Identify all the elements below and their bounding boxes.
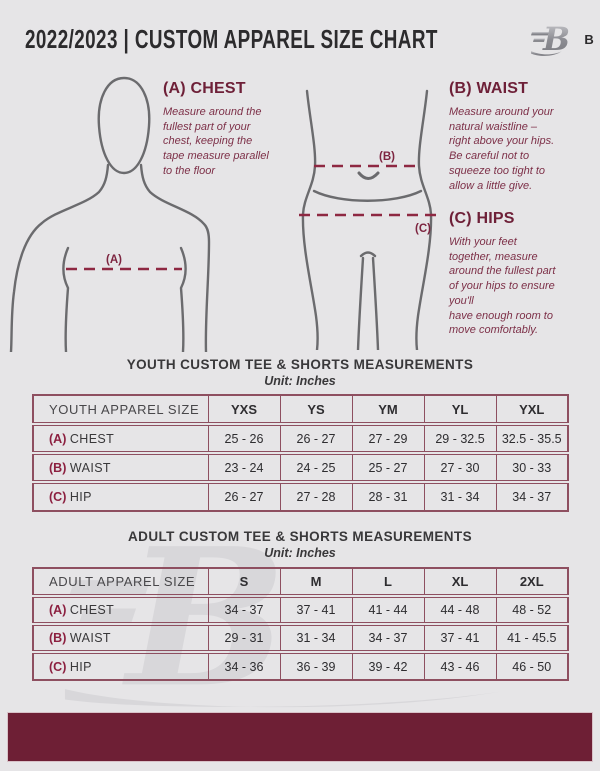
size-cell: 41 - 45.5 — [495, 622, 568, 652]
row-label: (C) HIP — [32, 650, 208, 680]
row-label-prefix: (B) — [49, 631, 67, 645]
column-header: ADULT APPAREL SIZE — [32, 568, 208, 598]
youth-size-table: YOUTH APPAREL SIZE YXS YS YM YL YXL (A) … — [32, 394, 569, 512]
column-header: YM — [351, 395, 424, 426]
brand: B BREAKAWAY — [528, 20, 600, 58]
row-label: (B) WAIST — [32, 451, 208, 482]
hips-guide-description: With your feet together, measure around … — [449, 236, 556, 337]
chest-guide: (A) CHEST Measure around the fullest par… — [163, 80, 293, 179]
size-cell: 28 - 31 — [351, 480, 424, 511]
column-header: YOUTH APPAREL SIZE — [32, 395, 208, 426]
row-label-prefix: (C) — [49, 490, 67, 504]
table-row: (A) CHEST 34 - 37 37 - 41 41 - 44 44 - 4… — [32, 594, 568, 624]
header: 2022/2023 | CUSTOM APPAREL SIZE CHART B … — [25, 16, 600, 62]
column-header: YXS — [207, 395, 280, 426]
adult-section-unit: Unit: Inches — [264, 546, 336, 560]
row-label-name: WAIST — [69, 460, 111, 475]
hips-guide: (C) HIPS With your feet together, measur… — [449, 210, 597, 338]
size-cell: 41 - 44 — [351, 594, 424, 624]
upper-body-figure: (A) — [9, 76, 211, 352]
table-header-row: ADULT APPAREL SIZE S M L XL 2XL — [32, 568, 568, 598]
size-cell: 26 - 27 — [279, 422, 352, 453]
size-cell: 27 - 29 — [351, 422, 424, 453]
hips-guide-heading: (C) HIPS — [449, 210, 515, 227]
size-cell: 39 - 42 — [351, 650, 424, 680]
chest-guide-description: Measure around the fullest part of your … — [163, 106, 269, 177]
row-label-prefix: (B) — [49, 460, 67, 475]
size-cell: 31 - 34 — [279, 622, 352, 652]
size-cell: 46 - 50 — [495, 650, 568, 680]
youth-section-title: YOUTH CUSTOM TEE & SHORTS MEASUREMENTS — [126, 357, 474, 372]
size-cell: 43 - 46 — [423, 650, 496, 680]
lower-body-figure: (B) (C) — [299, 89, 438, 350]
size-cell: 34 - 36 — [207, 650, 280, 680]
hips-marker-label: (C) — [415, 223, 431, 235]
size-cell: 37 - 41 — [423, 622, 496, 652]
size-cell: 25 - 26 — [207, 422, 280, 453]
brand-name: BREAKAWAY — [584, 31, 600, 47]
size-cell: 36 - 39 — [279, 650, 352, 680]
column-header: S — [207, 568, 280, 598]
size-cell: 48 - 52 — [495, 594, 568, 624]
table-row: (B) WAIST 23 - 24 24 - 25 25 - 27 27 - 3… — [32, 451, 568, 482]
row-label-name: CHEST — [69, 603, 115, 617]
column-header: L — [351, 568, 424, 598]
size-cell: 30 - 33 — [495, 451, 568, 482]
column-header: M — [279, 568, 352, 598]
size-cell: 26 - 27 — [207, 480, 280, 511]
table-row: (A) CHEST 25 - 26 26 - 27 27 - 29 29 - 3… — [32, 422, 568, 453]
column-header: YS — [279, 395, 352, 426]
chest-guide-heading: (A) CHEST — [163, 80, 246, 97]
chest-marker-label: (A) — [106, 254, 122, 266]
column-header: 2XL — [495, 568, 568, 598]
footer-accent-bar — [7, 712, 593, 762]
adult-section-title: ADULT CUSTOM TEE & SHORTS MEASUREMENTS — [128, 529, 472, 544]
adult-size-table: ADULT APPAREL SIZE S M L XL 2XL (A) CHES… — [32, 567, 569, 681]
row-label: (A) CHEST — [32, 422, 208, 453]
breakaway-b-logo-icon: B — [531, 20, 570, 58]
row-label: (B) WAIST — [32, 622, 208, 652]
size-cell: 27 - 30 — [423, 451, 496, 482]
row-label: (C) HIP — [32, 480, 208, 511]
size-cell: 34 - 37 — [207, 594, 280, 624]
size-cell: 29 - 31 — [207, 622, 280, 652]
row-label: (A) CHEST — [32, 594, 208, 624]
size-cell: 31 - 34 — [423, 480, 496, 511]
size-cell: 34 - 37 — [351, 622, 424, 652]
waist-guide-description: Measure around your natural waistline – … — [449, 106, 555, 192]
waist-guide: (B) WAIST Measure around your natural wa… — [449, 80, 594, 193]
size-cell: 24 - 25 — [279, 451, 352, 482]
size-cell: 32.5 - 35.5 — [495, 422, 568, 453]
size-cell: 27 - 28 — [279, 480, 352, 511]
column-header: XL — [423, 568, 496, 598]
row-label-name: HIP — [69, 659, 92, 674]
page-title: 2022/2023 | CUSTOM APPAREL SIZE CHART — [25, 23, 438, 53]
column-header: YXL — [495, 395, 568, 426]
table-row: (B) WAIST 29 - 31 31 - 34 34 - 37 37 - 4… — [32, 622, 568, 652]
size-cell: 29 - 32.5 — [423, 422, 496, 453]
youth-section-unit: Unit: Inches — [264, 374, 336, 388]
row-label-name: HIP — [69, 490, 92, 504]
row-label-prefix: (A) — [49, 603, 67, 617]
table-header-row: YOUTH APPAREL SIZE YXS YS YM YL YXL — [32, 395, 568, 426]
size-cell: 37 - 41 — [279, 594, 352, 624]
size-cell: 23 - 24 — [207, 451, 280, 482]
table-row: (C) HIP 26 - 27 27 - 28 28 - 31 31 - 34 … — [32, 480, 568, 511]
waist-marker-label: (B) — [379, 151, 395, 163]
waist-guide-heading: (B) WAIST — [449, 80, 529, 97]
row-label-name: WAIST — [69, 631, 111, 645]
row-label-prefix: (C) — [49, 659, 67, 674]
column-header: YL — [423, 395, 496, 426]
row-label-prefix: (A) — [49, 431, 67, 446]
size-cell: 25 - 27 — [351, 451, 424, 482]
size-cell: 44 - 48 — [423, 594, 496, 624]
logo-letter: B — [542, 20, 570, 58]
size-cell: 34 - 37 — [495, 480, 568, 511]
row-label-name: CHEST — [69, 431, 115, 446]
table-row: (C) HIP 34 - 36 36 - 39 39 - 42 43 - 46 … — [32, 650, 568, 680]
